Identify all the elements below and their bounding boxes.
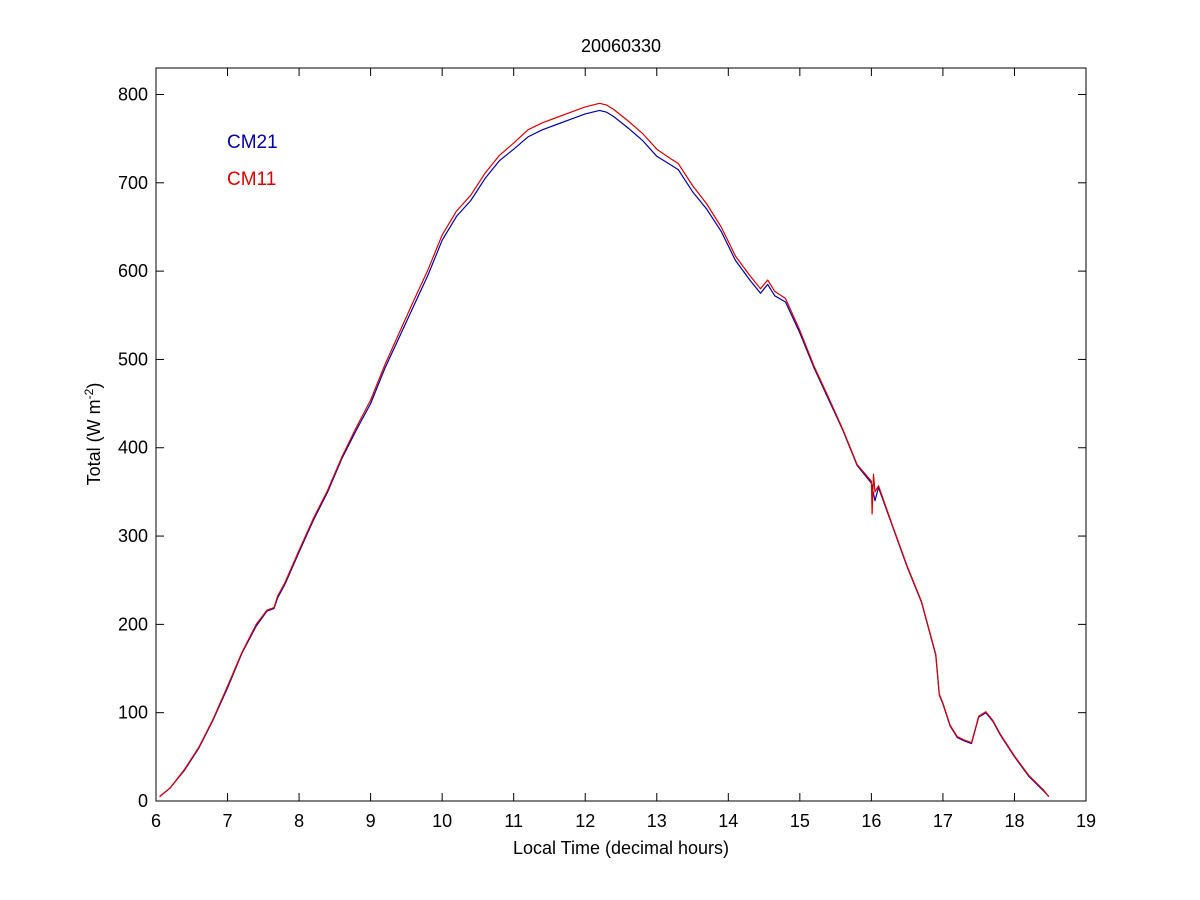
legend: CM21 CM11 — [227, 132, 278, 190]
x-tick-label: 18 — [1004, 811, 1024, 831]
series-lines — [159, 102, 1050, 798]
y-tick-label: 500 — [118, 349, 148, 369]
legend-entry-cm21: CM21 — [227, 132, 278, 153]
y-tick-label: 300 — [118, 526, 148, 546]
x-tick-label: 9 — [366, 811, 376, 831]
y-tick-label: 700 — [118, 173, 148, 193]
y-tick-label: 400 — [118, 438, 148, 458]
x-tick-label: 19 — [1076, 811, 1096, 831]
y-tick-label: 0 — [138, 791, 148, 811]
y-axis-label-superscript: -2 — [82, 388, 96, 399]
x-tick-label: 14 — [718, 811, 738, 831]
y-axis-label-main: Total (W m — [84, 399, 104, 485]
x-tick-label: 12 — [575, 811, 595, 831]
y-axis-label: Total (W m-2) — [82, 383, 104, 486]
x-axis-label: Local Time (decimal hours) — [513, 838, 729, 858]
y-tick-label: 600 — [118, 261, 148, 281]
x-tick-label: 8 — [294, 811, 304, 831]
x-tick-label: 13 — [647, 811, 667, 831]
chart-title: 20060330 — [581, 36, 661, 56]
x-tick-label: 6 — [151, 811, 161, 831]
legend-entry-cm11: CM11 — [227, 169, 276, 190]
y-tick-label: 100 — [118, 703, 148, 723]
x-tick-label: 16 — [861, 811, 881, 831]
x-tick-label: 17 — [933, 811, 953, 831]
series-line-cm11 — [159, 102, 1050, 798]
y-axis-ticks: 0 100 200 300 400 500 600 700 800 — [118, 84, 1086, 811]
y-tick-label: 800 — [118, 84, 148, 104]
plot-area — [155, 67, 1087, 802]
y-tick-label: 200 — [118, 614, 148, 634]
y-axis-label-close: ) — [84, 383, 104, 389]
x-tick-label: 15 — [790, 811, 810, 831]
x-tick-label: 11 — [504, 811, 523, 831]
x-tick-label: 10 — [432, 811, 452, 831]
x-axis-ticks: 6 7 8 9 10 11 12 13 14 15 16 17 18 19 — [151, 68, 1096, 831]
x-tick-label: 7 — [223, 811, 233, 831]
